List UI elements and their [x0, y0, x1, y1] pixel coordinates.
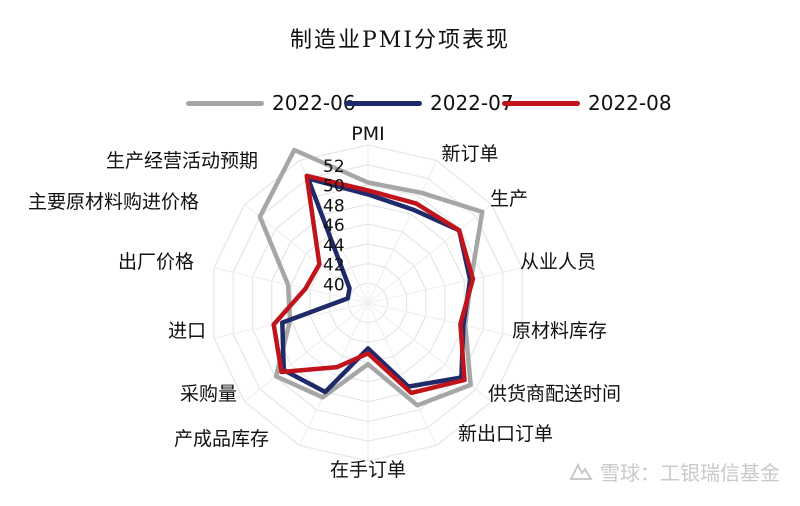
- legend: 2022-06 2022-07 2022-08: [0, 86, 800, 120]
- watermark-text: 雪球：工银瑞信基金: [600, 461, 780, 485]
- legend-swatch: [344, 100, 422, 106]
- category-label: 生产: [490, 188, 528, 210]
- category-label: 新出口订单: [458, 423, 553, 445]
- radial-tick-label: 42: [323, 256, 345, 276]
- series-line-2022-06: [257, 147, 485, 408]
- radial-tick-label: 44: [323, 236, 345, 256]
- category-label: 生产经营活动预期: [106, 150, 258, 172]
- category-label: 进口: [168, 320, 206, 342]
- grid-spoke: [367, 302, 438, 446]
- radial-tick-label: 40: [323, 275, 345, 295]
- category-label: 主要原材料购进价格: [28, 191, 199, 213]
- legend-label: 2022-06: [272, 91, 356, 115]
- legend-item-2022-06: 2022-06: [186, 86, 356, 120]
- category-label: 在手订单: [330, 459, 406, 481]
- series-line-2022-08: [271, 173, 476, 396]
- legend-swatch: [186, 100, 264, 106]
- legend-item-2022-07: 2022-07: [344, 86, 514, 120]
- radial-tick-label: 46: [323, 216, 345, 236]
- category-label: 出厂价格: [118, 251, 194, 273]
- grid-spoke: [298, 302, 369, 446]
- category-label: 产成品库存: [174, 428, 269, 450]
- radial-tick-label: 52: [323, 157, 345, 177]
- category-label: PMI: [351, 123, 384, 145]
- snowball-logo-icon: [569, 462, 593, 480]
- legend-label: 2022-07: [430, 91, 514, 115]
- legend-label: 2022-08: [588, 91, 672, 115]
- category-label: 供货商配送时间: [488, 383, 621, 405]
- grid-spoke: [367, 160, 438, 304]
- chart-title: 制造业PMI分项表现: [289, 28, 511, 53]
- grid-spoke: [367, 267, 523, 304]
- legend-item-2022-08: 2022-08: [502, 86, 672, 120]
- grid-spoke: [244, 302, 369, 402]
- legend-swatch: [502, 100, 580, 106]
- radial-tick-label: 50: [323, 177, 345, 197]
- category-label: 采购量: [180, 383, 237, 405]
- watermark: 雪球：工银瑞信基金: [568, 457, 780, 486]
- radial-tick-label: 48: [323, 196, 345, 216]
- category-label: 原材料库存: [512, 320, 607, 342]
- grid-spoke: [367, 204, 492, 304]
- category-label: 从业人员: [520, 251, 596, 273]
- category-label: 新订单: [441, 143, 498, 165]
- grid-spoke: [367, 302, 523, 339]
- grid-spoke: [213, 267, 369, 304]
